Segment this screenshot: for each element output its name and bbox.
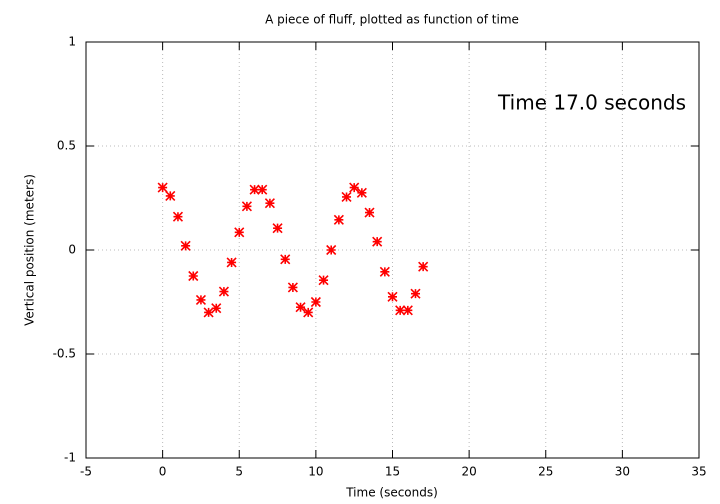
point: [402, 305, 413, 316]
point: [264, 198, 275, 209]
point: [211, 303, 222, 314]
y-tick-label: -0.5: [53, 347, 76, 361]
point: [410, 288, 421, 299]
y-tick-label: 0.5: [57, 139, 76, 153]
point: [326, 244, 337, 256]
point: [387, 291, 398, 302]
point: [303, 307, 314, 318]
x-tick-label: 0: [159, 465, 167, 479]
point: [333, 214, 344, 225]
point: [188, 270, 199, 282]
y-tick-label: 1: [68, 35, 76, 49]
point: [356, 187, 367, 198]
point: [241, 201, 252, 212]
x-tick-label: -5: [80, 465, 92, 479]
point: [249, 184, 260, 195]
point: [318, 275, 329, 286]
point: [395, 305, 406, 316]
point: [372, 236, 383, 247]
point: [165, 190, 176, 201]
point: [218, 286, 229, 297]
point: [226, 257, 237, 268]
point: [364, 207, 375, 218]
plot-frame: [85, 41, 700, 459]
point: [341, 191, 352, 203]
point: [287, 282, 298, 293]
point: [379, 266, 390, 277]
point: [295, 302, 306, 313]
point: [180, 240, 191, 251]
x-axis-label: Time (seconds): [345, 486, 438, 500]
point: [203, 307, 214, 318]
point: [280, 254, 291, 265]
point: [172, 211, 184, 222]
x-tick-label: 35: [691, 465, 706, 479]
point: [349, 182, 360, 193]
y-tick-label: -1: [64, 451, 76, 465]
point: [272, 223, 283, 234]
point: [234, 227, 245, 238]
y-axis-label: Vertical position (meters): [23, 174, 37, 326]
point: [195, 294, 207, 305]
annotation: Time 17.0 seconds: [497, 91, 686, 115]
y-tick-label: 0: [68, 243, 76, 257]
chart-title: A piece of fluff, plotted as function of…: [265, 13, 519, 27]
x-tick-label: 25: [538, 465, 553, 479]
point: [257, 184, 268, 195]
point: [157, 182, 168, 193]
point: [310, 296, 321, 308]
x-tick-label: 5: [235, 465, 243, 479]
x-tick-label: 10: [308, 465, 323, 479]
x-tick-label: 20: [461, 465, 476, 479]
point: [418, 261, 429, 272]
x-tick-label: 15: [385, 465, 400, 479]
x-tick-label: 30: [615, 465, 630, 479]
